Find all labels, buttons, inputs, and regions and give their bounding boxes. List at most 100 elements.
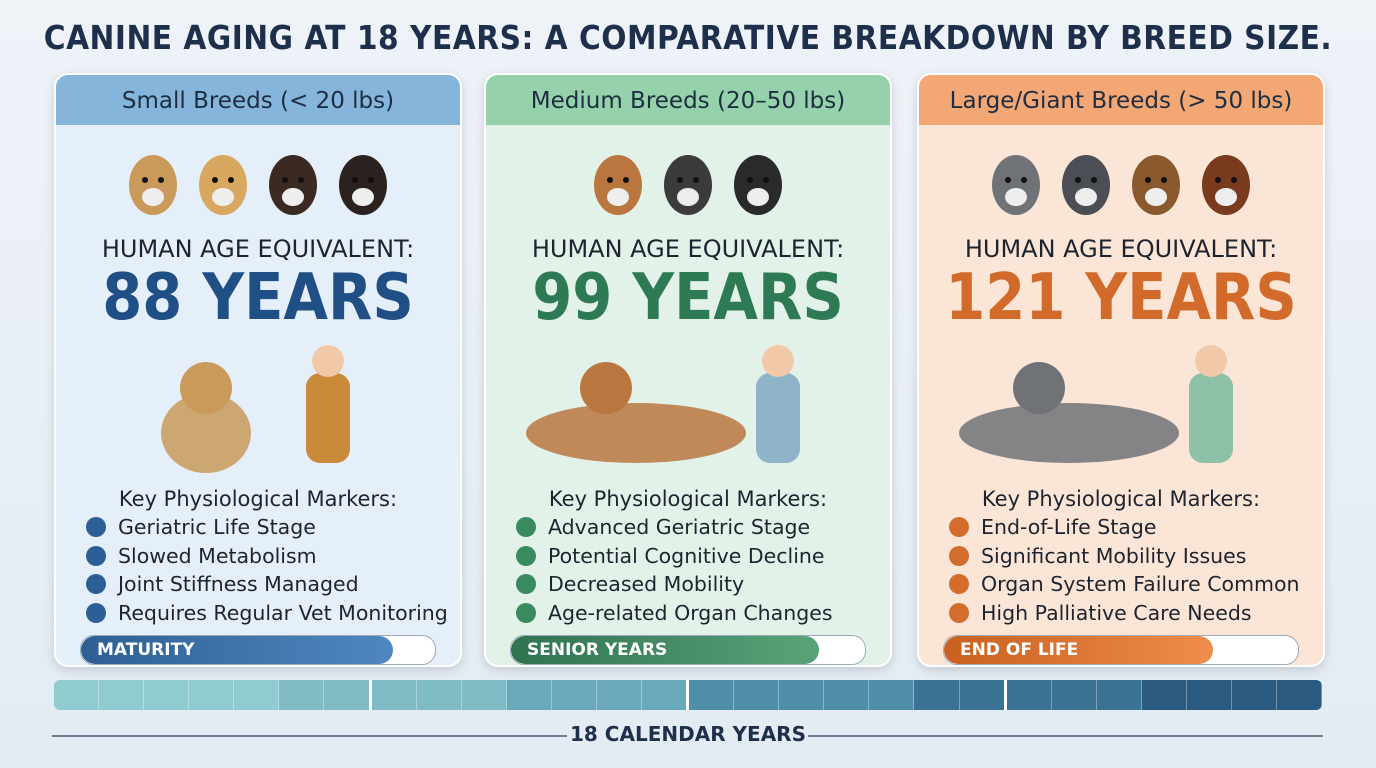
timeline-segment: [324, 680, 372, 710]
marker-item: Joint Stiffness Managed: [86, 570, 460, 599]
scene-illustration: [56, 333, 460, 483]
timeline-segment: [596, 680, 643, 710]
title: CANINE AGING AT 18 YEARS: A COMPARATIVE …: [43, 18, 1333, 57]
marker-icon: [949, 602, 969, 623]
marker-item: Geriatric Life Stage: [86, 513, 460, 542]
timeline-segment: [234, 680, 280, 710]
timeline-segment: [99, 680, 145, 710]
scene-art: [161, 345, 350, 473]
timeline-segment: [914, 680, 960, 710]
timeline: [54, 680, 1322, 710]
marker-icon: [949, 517, 969, 538]
dog-portraits: [919, 125, 1323, 235]
marker-icon: [516, 602, 536, 623]
card-header: Large/Giant Breeds (> 50 lbs): [919, 75, 1323, 125]
scene-illustration: [486, 333, 890, 483]
age-label: HUMAN AGE EQUIVALENT:: [964, 235, 1278, 263]
timeline-segment: [779, 680, 825, 710]
timeline-segment: [1232, 680, 1278, 710]
markers-title: Key Physiological Markers:: [981, 487, 1261, 511]
marker-text: High Palliative Care Needs: [981, 600, 1252, 625]
timeline-segment: [461, 680, 507, 710]
marker-text: Significant Mobility Issues: [981, 543, 1247, 568]
stage-fill: SENIOR YEARS: [511, 636, 819, 664]
marker-item: Age-related Organ Changes: [516, 599, 890, 628]
marker-text: Potential Cognitive Decline: [548, 543, 825, 568]
timeline-segment: [1141, 680, 1187, 710]
markers-title: Key Physiological Markers:: [548, 487, 828, 511]
marker-text: Advanced Geriatric Stage: [548, 515, 811, 539]
timeline-label: 18 CALENDAR YEARS: [570, 722, 806, 746]
marker-icon: [516, 545, 536, 566]
timeline-segment: [869, 680, 915, 710]
age-label: HUMAN AGE EQUIVALENT:: [101, 235, 415, 263]
timeline-segment: [1051, 680, 1097, 710]
stage-fill: END OF LIFE: [944, 636, 1214, 664]
marker-icon: [86, 574, 106, 595]
timeline-segment: [1006, 680, 1052, 710]
breed-card: Medium Breeds (20–50 lbs) HUMAN AGE EQUIV…: [484, 73, 892, 667]
timeline-segment: [734, 680, 780, 710]
markers-list: End-of-Life Stage Significant Mobility Is…: [949, 513, 1323, 627]
timeline-segment: [416, 680, 462, 710]
marker-icon: [949, 545, 969, 566]
age-label: HUMAN AGE EQUIVALENT:: [531, 235, 845, 263]
timeline-segment: [189, 680, 235, 710]
marker-icon: [86, 517, 106, 538]
arrow-right: [808, 735, 1323, 737]
marker-icon: [516, 517, 536, 538]
timeline-segment: [824, 680, 870, 710]
markers-list: Geriatric Life Stage Slowed Metabolism Joi…: [86, 513, 460, 627]
marker-text: Requires Regular Vet Monitoring: [118, 600, 448, 625]
timeline-segment: [144, 680, 190, 710]
marker-item: Advanced Geriatric Stage: [516, 513, 890, 542]
portraits-art: [594, 155, 782, 215]
stage-fill: MATURITY: [81, 636, 393, 664]
dog-portraits: [56, 125, 460, 235]
markers-list: Advanced Geriatric Stage Potential Cognit…: [516, 513, 890, 627]
timeline-segment: [506, 680, 552, 710]
stage-bar: END OF LIFE: [943, 635, 1299, 665]
timeline-segment: [959, 680, 1007, 710]
marker-item: High Palliative Care Needs: [949, 599, 1323, 628]
marker-item: End-of-Life Stage: [949, 513, 1323, 542]
marker-item: Slowed Metabolism: [86, 542, 460, 571]
scene-illustration: [919, 333, 1323, 483]
timeline-segment: [1277, 680, 1322, 710]
marker-icon: [86, 545, 106, 566]
marker-text: End-of-Life Stage: [981, 515, 1157, 539]
breed-card: Small Breeds (< 20 lbs) HUMAN AGE EQUIVAL…: [54, 73, 462, 667]
timeline-segment: [551, 680, 597, 710]
timeline-segment: [279, 680, 325, 710]
timeline-segment: [1186, 680, 1233, 710]
marker-text: Joint Stiffness Managed: [118, 572, 359, 596]
timeline-segment: [1096, 680, 1142, 710]
age-value: 121 YEARS: [945, 261, 1297, 335]
timeline-segment: [54, 680, 100, 710]
marker-item: Requires Regular Vet Monitoring: [86, 599, 460, 628]
card-header: Medium Breeds (20–50 lbs): [486, 75, 890, 125]
marker-icon: [516, 574, 536, 595]
marker-icon: [949, 574, 969, 595]
marker-item: Significant Mobility Issues: [949, 542, 1323, 571]
stage-bar: MATURITY: [80, 635, 436, 665]
marker-text: Age-related Organ Changes: [548, 600, 833, 625]
arrow-left: [52, 735, 567, 737]
marker-icon: [86, 602, 106, 623]
age-value: 88 YEARS: [102, 261, 414, 335]
marker-text: Slowed Metabolism: [118, 543, 317, 568]
timeline-segment: [371, 680, 417, 710]
breed-card: Large/Giant Breeds (> 50 lbs) HUMAN AGE E…: [917, 73, 1325, 667]
marker-text: Organ System Failure Common: [981, 572, 1300, 596]
marker-item: Decreased Mobility: [516, 570, 890, 599]
dog-portraits: [486, 125, 890, 235]
portraits-art: [992, 155, 1250, 215]
scene-art: [526, 345, 800, 463]
card-header: Small Breeds (< 20 lbs): [56, 75, 460, 125]
marker-item: Organ System Failure Common: [949, 570, 1323, 599]
markers-title: Key Physiological Markers:: [118, 487, 398, 511]
marker-text: Geriatric Life Stage: [118, 515, 316, 539]
age-value: 99 YEARS: [532, 261, 844, 335]
stage-bar: SENIOR YEARS: [510, 635, 866, 665]
